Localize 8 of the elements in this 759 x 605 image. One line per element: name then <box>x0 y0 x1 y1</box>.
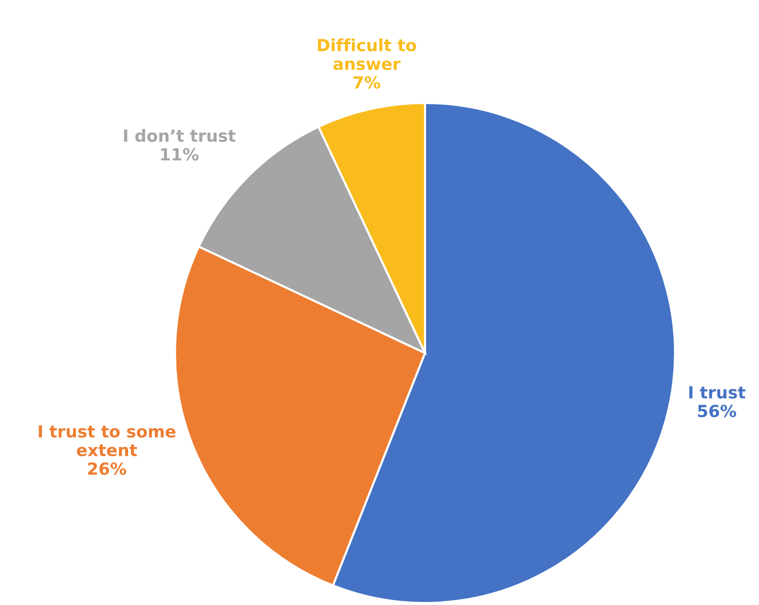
data-label: 7% <box>354 76 380 89</box>
slice-label: I trust <box>689 386 746 399</box>
data-label: 26% <box>88 462 126 475</box>
slice-label: Difficult to answer <box>318 38 416 70</box>
slice-label: I trust to some extent <box>38 425 176 456</box>
data-label: 11% <box>161 148 199 161</box>
slice-label: I don’t trust <box>124 129 236 142</box>
data-label: 56% <box>698 404 736 418</box>
